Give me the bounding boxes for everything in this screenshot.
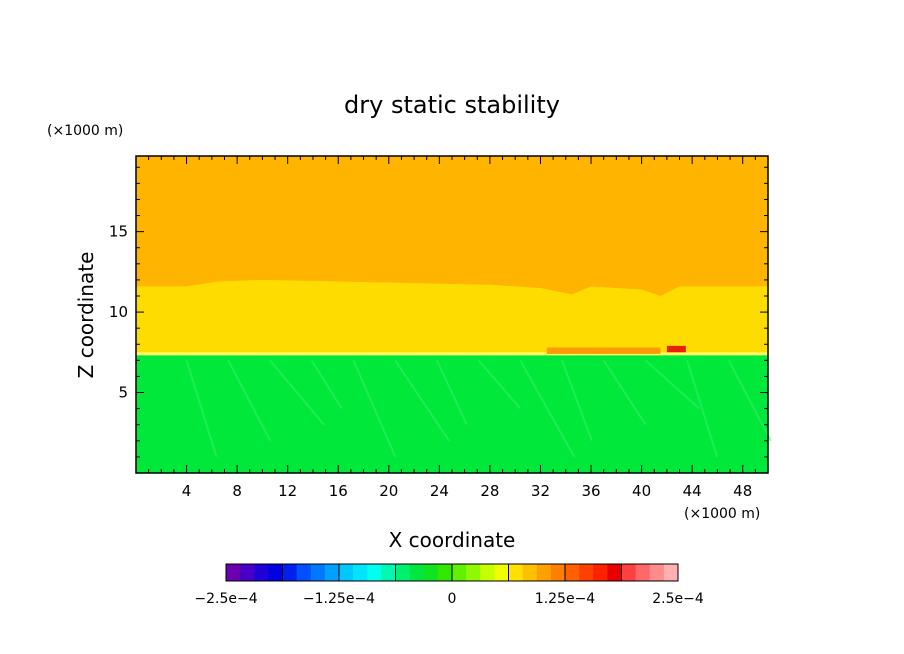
colorbar-swatch	[283, 564, 298, 581]
colorbar-swatch	[381, 564, 396, 581]
plot-area	[136, 156, 771, 473]
z-unit-label: (×1000 m)	[47, 123, 123, 139]
colorbar-swatch	[579, 564, 594, 581]
colorbar: −2.5e−4 −1.25e−4 0 1.25e−4 2.5e−4	[194, 564, 703, 607]
colorbar-swatch	[438, 564, 453, 581]
y-axis-label: Z coordinate	[74, 252, 98, 379]
warm-patch-left	[547, 347, 661, 353]
x-tick-label: 8	[232, 482, 242, 500]
colorbar-swatch	[311, 564, 326, 581]
colorbar-swatch	[650, 564, 665, 581]
y-tick-label: 10	[109, 303, 128, 321]
x-tick-label: 40	[632, 482, 651, 500]
x-tick-label: 20	[379, 482, 398, 500]
x-tick-label: 32	[531, 482, 550, 500]
colorbar-swatch	[339, 564, 354, 581]
x-tick-label: 36	[581, 482, 600, 500]
colorbar-swatch	[607, 564, 622, 581]
colorbar-tick-label: −1.25e−4	[303, 591, 375, 607]
colorbar-swatch	[452, 564, 467, 581]
colorbar-swatch	[523, 564, 538, 581]
colorbar-swatch	[268, 564, 283, 581]
x-tick-label: 24	[430, 482, 449, 500]
region-upper	[136, 156, 768, 296]
x-tick-label: 16	[329, 482, 348, 500]
colorbar-swatch	[367, 564, 382, 581]
colorbar-swatch	[396, 564, 411, 581]
colorbar-tick-label: 2.5e−4	[652, 591, 704, 607]
colorbar-swatch	[226, 564, 241, 581]
warm-patch-right	[667, 346, 686, 352]
colorbar-tick-label: −2.5e−4	[194, 591, 257, 607]
x-axis-label: X coordinate	[389, 528, 516, 552]
x-tick-label: 4	[182, 482, 192, 500]
colorbar-swatch	[297, 564, 312, 581]
colorbar-swatch	[664, 564, 679, 581]
x-tick-label: 48	[733, 482, 752, 500]
chart-title: dry static stability	[344, 91, 560, 119]
colorbar-swatch	[424, 564, 439, 581]
x-tick-label: 28	[480, 482, 499, 500]
x-tick-label: 12	[278, 482, 297, 500]
colorbar-swatch	[622, 564, 637, 581]
colorbar-swatch	[353, 564, 368, 581]
colorbar-tick-label: 1.25e−4	[535, 591, 596, 607]
colorbar-swatch	[410, 564, 425, 581]
x-tick-label: 44	[683, 482, 702, 500]
x-unit-label: (×1000 m)	[684, 506, 760, 522]
colorbar-swatch	[593, 564, 608, 581]
colorbar-swatch	[509, 564, 524, 581]
colorbar-swatch	[636, 564, 651, 581]
region-lower	[136, 354, 768, 473]
y-tick-label: 15	[109, 223, 128, 241]
colorbar-swatch	[494, 564, 509, 581]
colorbar-swatch	[480, 564, 495, 581]
colorbar-swatch	[325, 564, 340, 581]
colorbar-swatch	[466, 564, 481, 581]
colorbar-swatch	[240, 564, 255, 581]
colorbar-swatch	[551, 564, 566, 581]
colorbar-swatch	[537, 564, 552, 581]
colorbar-swatch	[565, 564, 580, 581]
y-tick-label: 5	[118, 384, 128, 402]
colorbar-tick-label: 0	[448, 591, 457, 607]
colorbar-swatch	[254, 564, 269, 581]
